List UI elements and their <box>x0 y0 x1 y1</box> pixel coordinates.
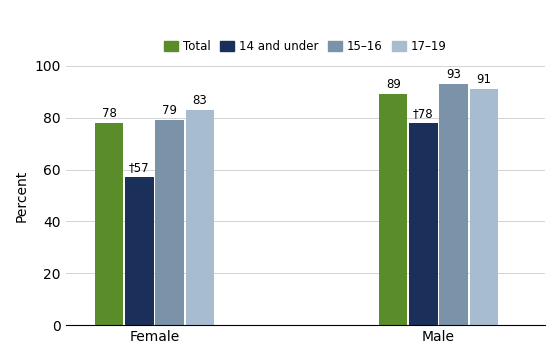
Y-axis label: Percent: Percent <box>15 169 29 222</box>
Text: †78: †78 <box>413 107 434 120</box>
Bar <box>95 123 123 325</box>
Text: 79: 79 <box>162 104 177 117</box>
Text: 83: 83 <box>193 94 207 107</box>
Bar <box>470 89 498 325</box>
Bar <box>156 120 184 325</box>
Bar <box>125 177 153 325</box>
Bar <box>379 94 408 325</box>
Bar <box>440 84 468 325</box>
Bar <box>409 123 437 325</box>
Legend: Total, 14 and under, 15–16, 17–19: Total, 14 and under, 15–16, 17–19 <box>159 35 451 58</box>
Bar <box>185 110 214 325</box>
Text: 78: 78 <box>102 107 116 120</box>
Text: 89: 89 <box>386 78 401 91</box>
Text: 91: 91 <box>476 73 491 86</box>
Text: †57: †57 <box>129 161 150 174</box>
Text: 93: 93 <box>446 68 461 81</box>
